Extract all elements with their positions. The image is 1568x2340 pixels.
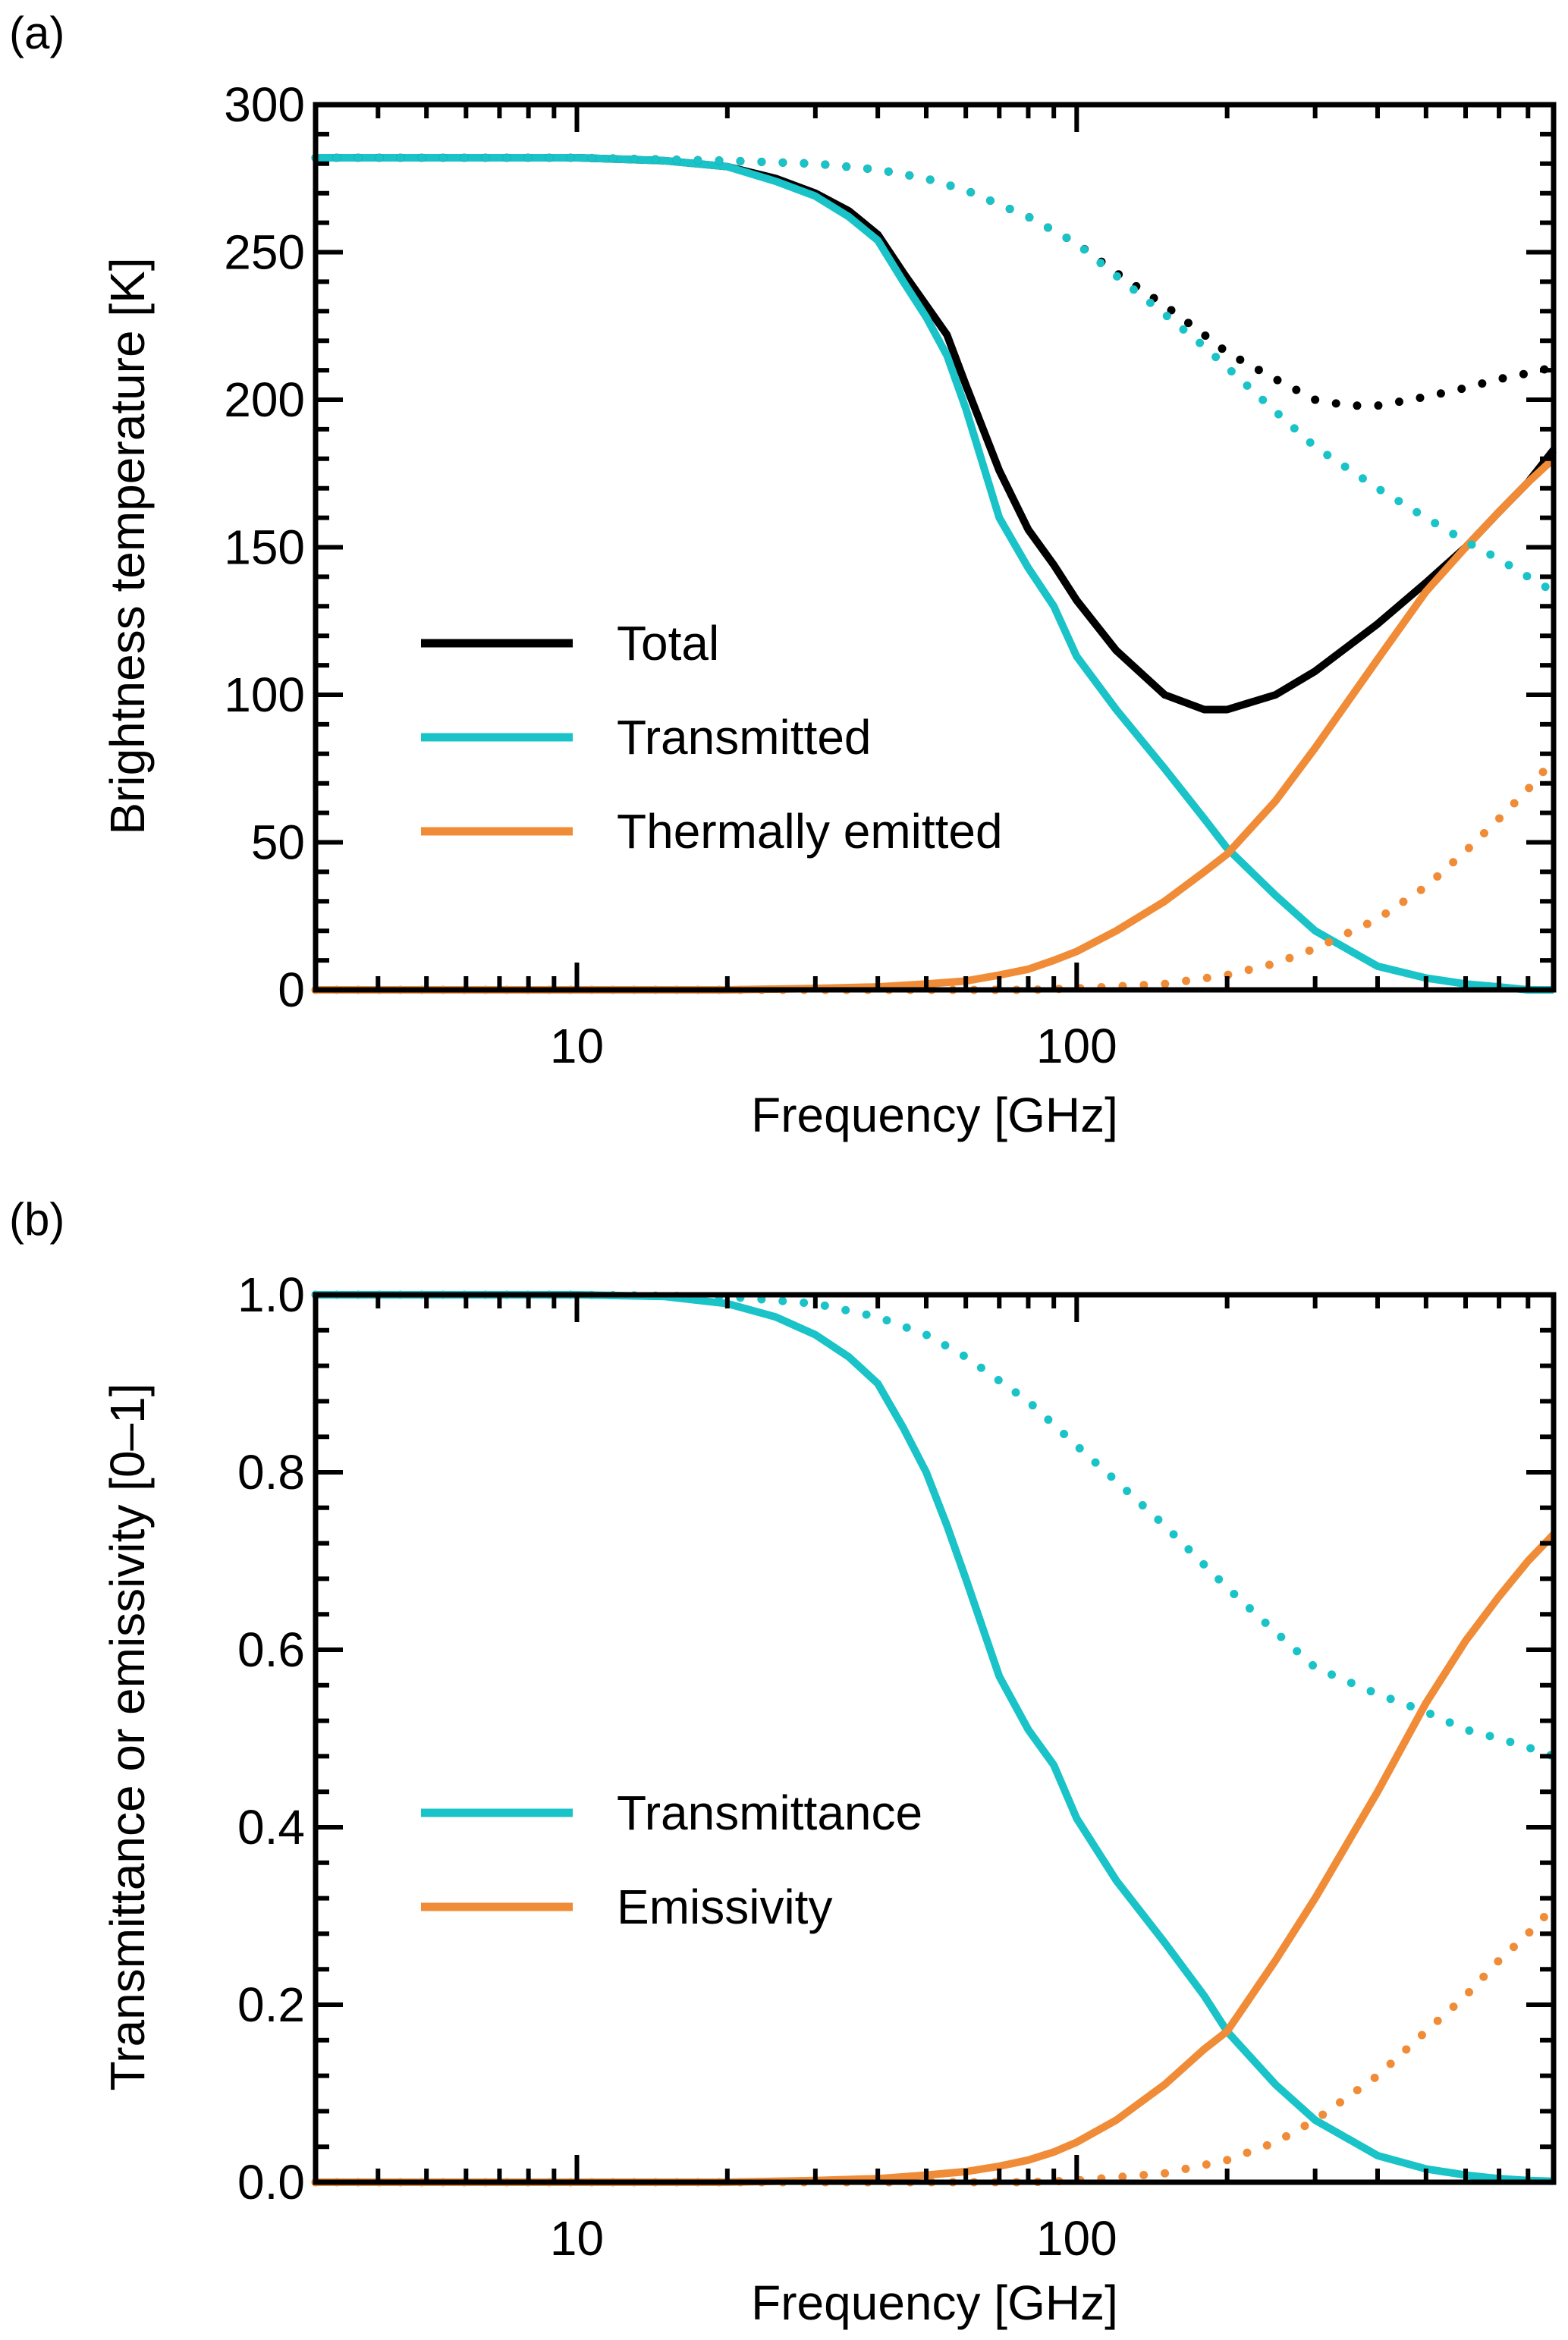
panel-a-y-tick-label: 300 bbox=[224, 77, 305, 132]
panel-label-b: (b) bbox=[9, 1194, 64, 1245]
panel-a-y-tick-label: 200 bbox=[224, 372, 305, 427]
panel-b-y-tick-label: 0.2 bbox=[237, 1977, 305, 2032]
panel-a-y-tick-label: 250 bbox=[224, 225, 305, 280]
panel-b-y-tick-label: 0.6 bbox=[237, 1622, 305, 1677]
panel-b-y-axis-label: Transmittance or emissivity [0–1] bbox=[100, 1383, 155, 2090]
panel-a-legend-label-total: Total bbox=[617, 616, 719, 671]
panel-a-y-tick-label: 0 bbox=[278, 963, 305, 1017]
panel-a-frame bbox=[313, 102, 1557, 993]
panel-b-line-transmittance-dotted bbox=[311, 1290, 1558, 1760]
panel-a-ticks: 0 50 100 150 200 250 300 10 100 bbox=[224, 77, 1556, 1073]
panel-a-y-tick-label: 150 bbox=[224, 520, 305, 575]
panel-b-line-emissivity bbox=[316, 1531, 1557, 2186]
panel-b-y-tick-label: 1.0 bbox=[237, 1267, 305, 1322]
panel-b-y-tick-label: 0.4 bbox=[237, 1800, 305, 1855]
panel-b-x-tick-label: 100 bbox=[1036, 2211, 1117, 2266]
panel-a-brightness-temperature-chart: 0 50 100 150 200 250 300 10 100 Total Transmitted… bbox=[100, 77, 1558, 1142]
panel-b-x-axis-label: Frequency [GHz] bbox=[751, 2276, 1118, 2330]
panel-a-y-axis-label: Brightness temperature [K] bbox=[100, 257, 155, 834]
panel-a-line-transmitted-dotted bbox=[311, 153, 1558, 596]
panel-b-transmittance-emissivity-chart: 0.0 0.2 0.4 0.6 0.8 1.0 10 100 Transmittance Emi… bbox=[100, 1267, 1558, 2330]
panel-b-line-transmittance bbox=[316, 1291, 1554, 2185]
panel-b-x-tick-label: 10 bbox=[550, 2211, 604, 2266]
panel-a-x-tick-label: 100 bbox=[1036, 1019, 1117, 1073]
panel-b-y-tick-label: 0.0 bbox=[237, 2155, 305, 2210]
panel-a-y-tick-label: 50 bbox=[251, 815, 305, 870]
panel-a-legend-label-transmitted: Transmitted bbox=[617, 710, 872, 765]
panel-b-legend-label-emissivity: Emissivity bbox=[617, 1880, 832, 1934]
panel-b-legend: Transmittance Emissivity bbox=[421, 1786, 922, 1934]
panel-a-legend: Total Transmitted Thermally emitted bbox=[421, 616, 1003, 859]
panel-label-a: (a) bbox=[9, 8, 64, 58]
panel-a-y-tick-label: 100 bbox=[224, 667, 305, 722]
panel-a-x-tick-label: 10 bbox=[550, 1019, 604, 1073]
panel-a-legend-label-thermally-emitted: Thermally emitted bbox=[617, 804, 1003, 859]
panel-b-frame bbox=[313, 1292, 1557, 2185]
panel-b-legend-label-transmittance: Transmittance bbox=[617, 1786, 922, 1840]
panel-b-y-tick-label: 0.8 bbox=[237, 1445, 305, 1500]
panel-a-x-axis-label: Frequency [GHz] bbox=[751, 1088, 1118, 1142]
panel-a-line-transmitted bbox=[316, 154, 1554, 994]
